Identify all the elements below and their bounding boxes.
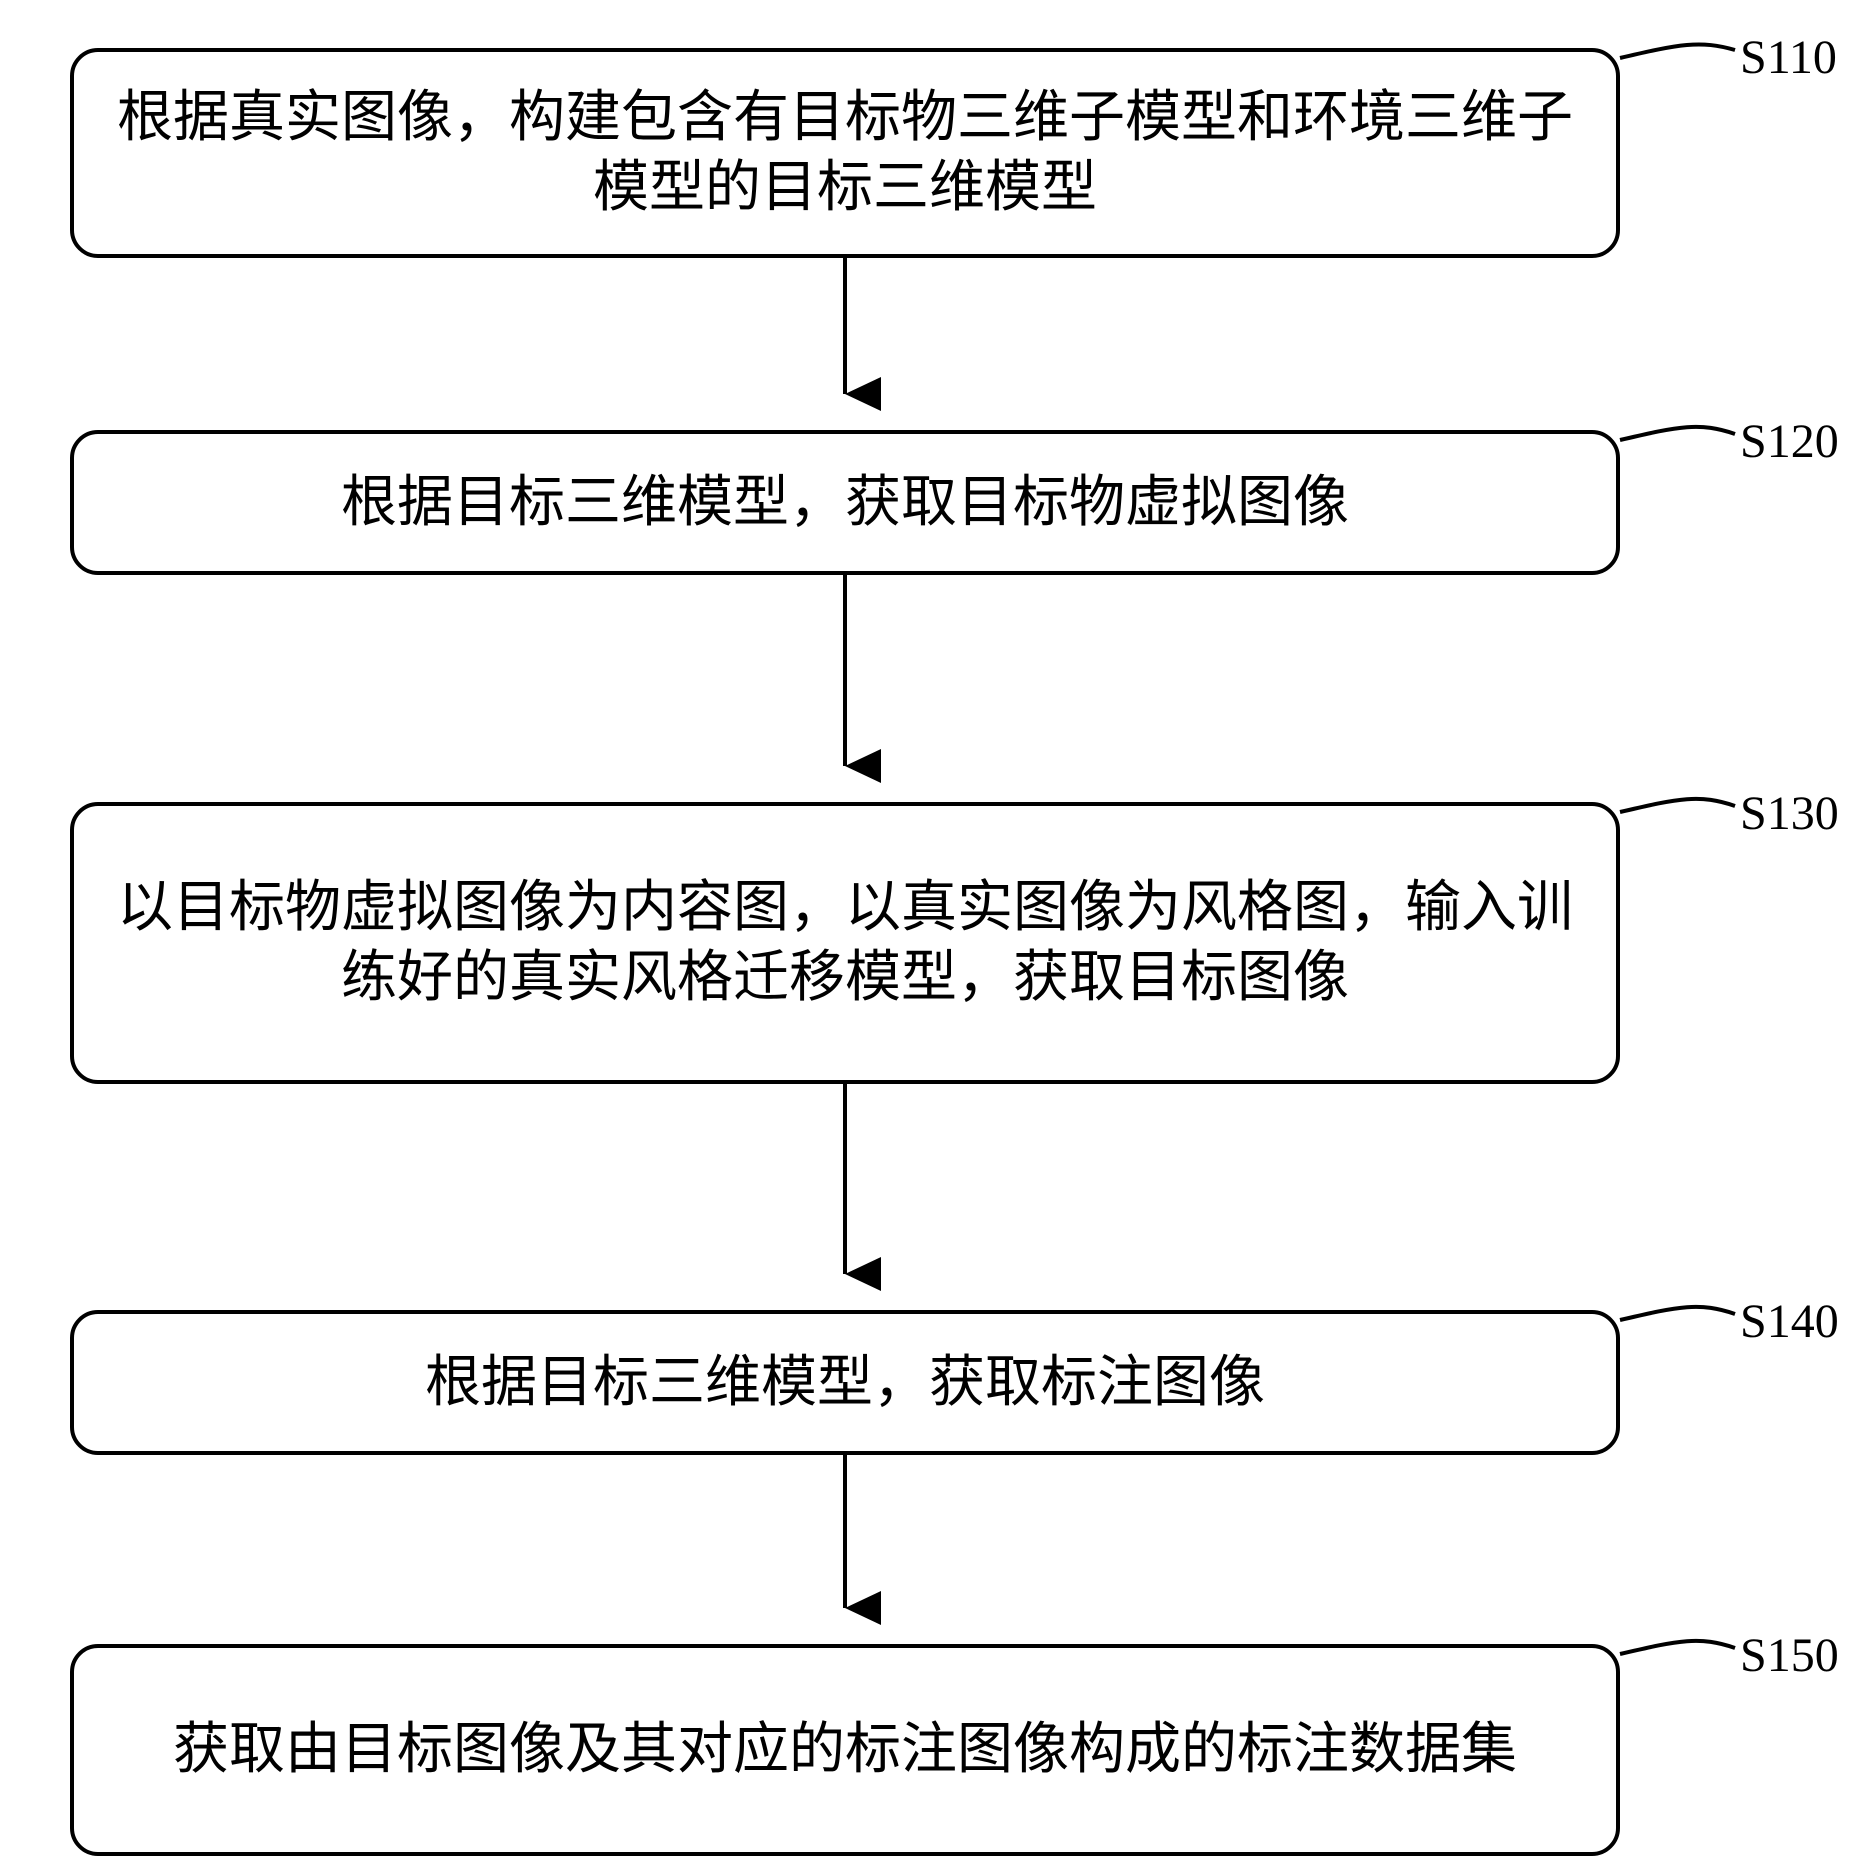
callout-curve-s150 [1620, 1641, 1735, 1654]
flowchart-svg-layer [0, 0, 1866, 1866]
flowchart-canvas: 根据真实图像，构建包含有目标物三维子模型和环境三维子模型的目标三维模型S110根… [0, 0, 1866, 1866]
callout-curve-s110 [1620, 44, 1735, 58]
callout-curve-s120 [1620, 427, 1735, 440]
callout-curve-s140 [1620, 1307, 1735, 1320]
callout-curve-s130 [1620, 799, 1735, 812]
